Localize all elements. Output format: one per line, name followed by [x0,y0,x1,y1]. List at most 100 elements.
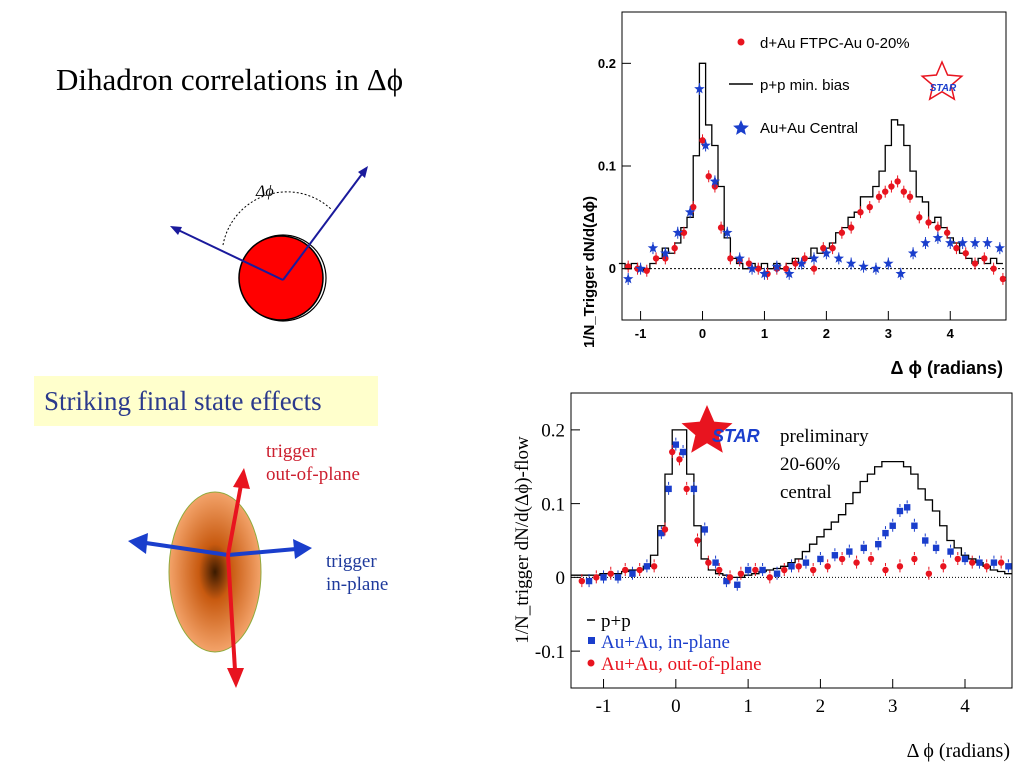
x-axis-label: Δ ϕ (radians) [891,358,1003,378]
overlap-region [168,491,262,653]
data-point [833,252,844,263]
x-ticks: -1 0 1 2 3 4 [596,679,970,717]
data-point [932,232,944,243]
data-point [831,552,839,559]
data-point [824,563,831,570]
x-tick-label: 3 [885,326,892,341]
data-point [671,244,678,252]
data-point [889,522,896,529]
in-plane-right-line [227,547,297,557]
data-point [858,261,869,272]
x-tick-label: 2 [816,696,826,717]
data-point [585,577,593,585]
data-point [976,559,983,566]
x-tick-label: 0 [699,326,706,341]
data-point [857,209,864,216]
highlight-box [34,376,378,426]
data-point [705,559,712,566]
legend-auau-label: Au+Au Central [760,120,858,137]
data-point [614,574,622,581]
data-point [665,485,672,493]
data-point [911,555,918,563]
legend-auau-marker [733,120,749,135]
pp-histogram [571,429,1012,579]
y-ticks: -0.1 0 0.1 0.2 [535,421,580,663]
data-point [669,448,676,456]
data-point [925,570,933,577]
data-point [867,555,875,563]
data-point [652,255,660,262]
away-side-arrowhead [170,226,182,235]
y-tick-label: 0.2 [541,421,565,442]
data-point [723,577,730,585]
in-plane-left-line [145,541,229,557]
data-point [943,229,951,236]
data-point [676,456,683,463]
data-point [745,260,753,267]
data-point [870,263,882,274]
data-point [821,247,832,258]
data-point [672,227,683,238]
data-point [911,522,918,529]
x-ticks: -1 0 1 2 3 4 [635,311,955,341]
trigger-in-plane-label: trigger in-plane [326,550,388,596]
y-ticks: 0 0.1 0.2 [598,56,631,276]
legend-pp-label: p+p min. bias [760,77,850,94]
data-point [699,137,706,144]
data-point [650,563,658,570]
data-point [722,227,733,238]
away-side-line [173,227,284,281]
pp-histogram [618,62,1003,272]
data-point [658,529,665,537]
data-point [782,265,790,272]
data-point [934,224,942,231]
data-point [717,224,725,231]
out-of-plane-up-line [226,484,243,556]
legend-pp-label: p+p [601,611,631,632]
star-logo-text: STAR [930,83,957,94]
data-point [680,229,688,236]
data-point [672,441,680,448]
data-point [954,555,961,563]
data-point [809,566,817,574]
data-point [894,178,901,185]
data-point [635,263,646,274]
data-point [953,244,960,252]
y-tick-label: 0.2 [598,56,616,71]
data-point [716,566,723,574]
data-point [712,559,719,566]
near-side-arrowhead [358,166,368,178]
data-point [882,188,889,195]
chart-top: -1 0 1 2 3 4 0 0.1 0.2 1/N_Trigger dN/d(Δϕ) Δ ϕ… [581,11,1007,378]
data-point [734,252,745,263]
subtitle: Striking final state effects [44,386,322,416]
data-point [983,563,990,570]
data-point [643,267,650,274]
data-point [962,250,969,257]
legend-dau-label: d+Au FTPC-Au 0-20% [760,35,910,52]
data-point [882,529,889,537]
data-point [920,237,931,248]
data-point [940,563,947,570]
out-of-plane-down-arrowhead [227,668,244,688]
data-point [888,183,895,190]
data-point [906,193,914,200]
data-point [694,537,701,544]
y-tick-label: -0.1 [535,642,565,663]
data-point [647,242,659,253]
data-point [922,537,929,544]
data-point [709,175,721,186]
data-point [737,570,745,577]
trigger-out-of-plane-label: trigger out-of-plane [266,440,360,486]
data-point [766,574,774,581]
data-point [820,244,827,252]
data-point [700,140,711,150]
data-point [683,485,690,493]
data-point [866,203,873,211]
data-point [578,577,586,585]
data-point [990,265,997,272]
legend-outplane-label: Au+Au, out-of-plane [601,654,762,675]
x-tick-label: 0 [671,696,681,717]
data-point [690,485,698,493]
data-point [896,563,904,570]
